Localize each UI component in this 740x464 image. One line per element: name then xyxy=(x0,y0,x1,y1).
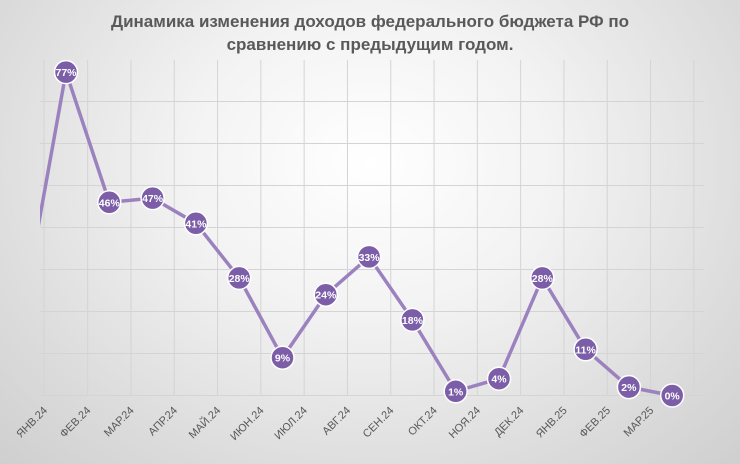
data-point: 2% xyxy=(616,374,642,400)
series-line xyxy=(40,70,673,398)
x-tick-label: АПР.24 xyxy=(146,405,180,439)
data-point-marker xyxy=(226,265,252,291)
data-point: 18% xyxy=(400,307,425,333)
data-point-marker xyxy=(356,244,382,270)
x-tick-label: НОЯ.24 xyxy=(447,405,483,441)
data-point-marker xyxy=(486,366,512,391)
x-tick-label: ФЕВ.24 xyxy=(58,405,94,441)
x-tick-label: ОКТ.24 xyxy=(406,405,440,439)
data-point: 11% xyxy=(573,337,598,362)
chart-title: Динамика изменения доходов федерального … xyxy=(0,10,740,56)
x-tick-label: ЯНВ.24 xyxy=(14,405,50,441)
data-label: 24% xyxy=(315,290,337,302)
data-label: 28% xyxy=(229,273,251,285)
data-point-marker xyxy=(659,383,685,408)
chart-title-line-1: Динамика изменения доходов федерального … xyxy=(110,12,630,31)
data-point-marker xyxy=(443,379,468,404)
grid xyxy=(40,60,704,396)
data-points: 77% 46% 47% 41% 28% 9% 24% 33% 18% 1% 4% 28% 11% 2% 0% xyxy=(53,59,685,408)
data-label: 11% xyxy=(575,344,596,356)
data-point: 24% xyxy=(313,282,339,307)
data-point-marker xyxy=(53,59,79,85)
data-point-marker xyxy=(573,337,598,362)
x-axis-tick-labels: ЯНВ.24 ФЕВ.24 МАР.24 АПР.24 МАЙ.24 ИЮН.24 ИЮЛ.… xyxy=(14,404,656,443)
data-label: 2% xyxy=(621,382,637,394)
x-tick-label: МАР.24 xyxy=(102,405,137,440)
x-tick-label: СЕН.24 xyxy=(361,405,397,441)
data-point: 0% xyxy=(659,383,685,408)
chart-title-line-2: сравнению с предыдущим годом. xyxy=(226,35,514,54)
x-tick-label: ДЕК.24 xyxy=(492,405,526,439)
data-label: 77% xyxy=(55,67,77,79)
data-label: 0% xyxy=(665,391,681,403)
data-point: 33% xyxy=(356,244,382,270)
data-point: 47% xyxy=(140,185,165,211)
series-line-group xyxy=(40,70,673,398)
data-point-marker xyxy=(530,265,555,291)
data-label: 47% xyxy=(142,193,164,205)
x-tick-label: ЯНВ.25 xyxy=(534,405,570,441)
data-label: 28% xyxy=(532,273,554,285)
data-point-marker xyxy=(183,211,209,236)
x-tick-label: АВГ.24 xyxy=(320,405,353,438)
data-label: 4% xyxy=(491,374,507,386)
x-tick-label: МАР.25 xyxy=(622,405,657,440)
data-point-marker xyxy=(616,374,642,400)
data-point: 46% xyxy=(97,190,122,215)
data-label: 1% xyxy=(448,386,464,398)
data-point-marker xyxy=(400,307,425,333)
data-point-marker xyxy=(313,282,339,307)
data-point: 28% xyxy=(226,265,252,291)
x-tick-label: ФЕВ.25 xyxy=(577,405,613,441)
x-tick-label: ИЮЛ.24 xyxy=(272,405,310,443)
x-tick-label: МАЙ.24 xyxy=(186,404,223,441)
x-tick-label: ИЮН.24 xyxy=(228,405,266,443)
data-point: 28% xyxy=(530,265,555,291)
data-label: 9% xyxy=(275,353,291,365)
data-point: 41% xyxy=(183,211,209,236)
data-label: 46% xyxy=(99,197,121,209)
data-label: 33% xyxy=(359,252,381,264)
data-label: 41% xyxy=(185,218,207,230)
data-point: 4% xyxy=(486,366,512,391)
data-point: 77% xyxy=(53,59,79,85)
data-point-marker xyxy=(270,345,295,370)
data-point: 1% xyxy=(443,379,468,404)
data-point-marker xyxy=(140,185,165,211)
data-point: 9% xyxy=(270,345,295,370)
data-point-marker xyxy=(97,190,122,215)
data-label: 18% xyxy=(402,315,424,327)
